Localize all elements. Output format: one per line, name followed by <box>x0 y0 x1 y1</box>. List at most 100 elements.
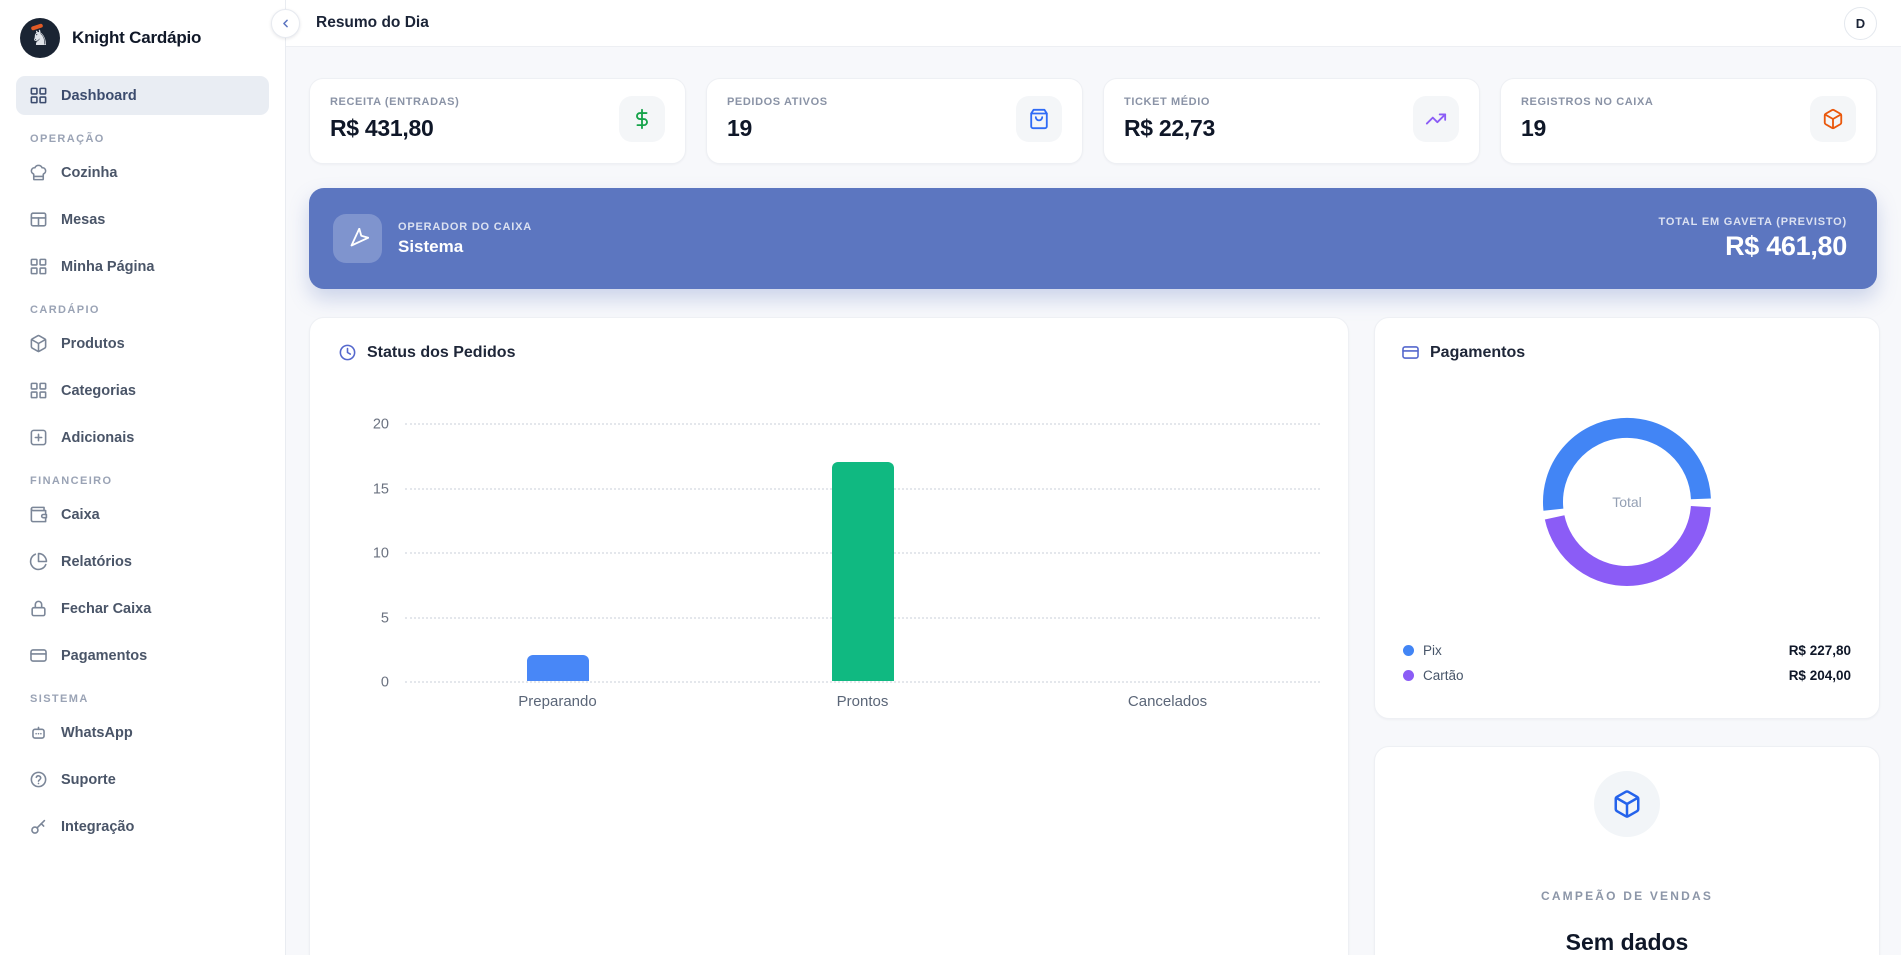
pie-chart-icon <box>29 552 48 571</box>
table-icon <box>29 210 48 229</box>
sidebar-item-minha-pagina[interactable]: Minha Página <box>16 247 269 286</box>
key-icon <box>29 817 48 836</box>
stat-card-ticket-medio: TICKET MÉDIO R$ 22,73 <box>1103 78 1480 164</box>
payments-title: Pagamentos <box>1430 343 1526 361</box>
orders-status-title: Status dos Pedidos <box>367 343 516 361</box>
y-tick-label: 5 <box>380 610 389 627</box>
donut-center-label: Total <box>1612 494 1642 510</box>
sidebar-item-suporte[interactable]: Suporte <box>16 760 269 799</box>
grid-icon <box>29 381 48 400</box>
sidebar-item-pagamentos[interactable]: Pagamentos <box>16 636 269 675</box>
topbar: Resumo do Dia D <box>271 0 1901 47</box>
x-axis-label-prontos: Prontos <box>836 693 889 710</box>
x-axis-label-cancelados: Cancelados <box>1127 693 1208 710</box>
stat-card-receita-entradas: RECEITA (ENTRADAS) R$ 431,80 <box>309 78 686 164</box>
stat-card-pedidos-ativos: PEDIDOS ATIVOS 19 <box>706 78 1083 164</box>
sidebar-item-label: Minha Página <box>61 258 155 275</box>
donut-segment-pix <box>1543 417 1711 511</box>
package-icon <box>1822 108 1844 130</box>
sidebar-item-label: Pagamentos <box>61 647 148 664</box>
sidebar-section-label-sistema: SISTEMA <box>30 693 89 705</box>
y-gridline: 0 <box>381 675 1320 691</box>
legend-dot-pix <box>1403 645 1414 656</box>
stat-label: TICKET MÉDIO <box>1124 96 1211 108</box>
y-gridline: 20 <box>373 417 1320 433</box>
sidebar-item-relatorios[interactable]: Relatórios <box>16 542 269 581</box>
chevron-left-icon <box>278 16 293 31</box>
banner-operator-block: OPERADOR DO CAIXA Sistema <box>333 214 532 263</box>
sidebar-item-produtos[interactable]: Produtos <box>16 324 269 363</box>
champion-empty-text: Sem dados <box>1565 929 1689 955</box>
stat-icon-chip <box>619 96 665 142</box>
stat-icon-chip <box>1810 96 1856 142</box>
stat-value: R$ 431,80 <box>330 115 434 141</box>
sidebar-item-caixa[interactable]: Caixa <box>16 495 269 534</box>
donut-segment-cartao <box>1544 505 1711 586</box>
stat-label: REGISTROS NO CAIXA <box>1521 96 1654 108</box>
legend-label: Pix <box>1423 643 1442 658</box>
legend-value: R$ 204,00 <box>1788 668 1851 683</box>
legend-dot-cartao <box>1403 670 1414 681</box>
sidebar-item-categorias[interactable]: Categorias <box>16 371 269 410</box>
payments-donut-chart: Total <box>1537 412 1717 592</box>
y-tick-label: 15 <box>372 481 389 498</box>
y-tick-label: 0 <box>380 674 389 691</box>
sidebar-item-label: Produtos <box>61 335 125 352</box>
cashier-banner: OPERADOR DO CAIXA Sistema TOTAL EM GAVET… <box>309 188 1877 289</box>
sidebar-item-cozinha[interactable]: Cozinha <box>16 153 269 192</box>
bar-prontos <box>831 461 894 681</box>
sidebar-collapse-button[interactable] <box>271 9 300 38</box>
sidebar-item-label: Caixa <box>61 506 100 523</box>
sidebar-sections: OPERAÇÃO Cozinha Mesas Minha Página CARDÁPIO… <box>16 133 269 846</box>
banner-total-block: TOTAL EM GAVETA (PREVISTO) R$ 461,80 <box>1658 215 1848 262</box>
legend-row-pix: Pix R$ 227,80 <box>1401 638 1853 663</box>
banner-operator-label: OPERADOR DO CAIXA <box>398 220 532 233</box>
sidebar-item-label: Fechar Caixa <box>61 600 152 617</box>
lock-icon <box>29 599 48 618</box>
credit-card-icon <box>29 646 48 665</box>
stat-icon-chip <box>1016 96 1062 142</box>
stat-value: 19 <box>727 115 752 141</box>
sidebar-nav: Dashboard OPERAÇÃO Cozinha Mesas Minha Pági… <box>16 76 269 846</box>
sidebar-item-adicionais[interactable]: Adicionais <box>16 418 269 457</box>
champion-icon-circle <box>1594 771 1660 837</box>
user-avatar[interactable]: D <box>1844 6 1877 40</box>
dollar-icon <box>631 108 653 130</box>
banner-total-label: TOTAL EM GAVETA (PREVISTO) <box>1658 215 1847 228</box>
stat-card-registros-no-caixa: REGISTROS NO CAIXA 19 <box>1500 78 1877 164</box>
orders-status-panel: Status dos Pedidos 0 5 10 15 20 Preparando Pro… <box>309 317 1349 955</box>
page-title: Resumo do Dia <box>316 14 429 31</box>
stat-text: TICKET MÉDIO R$ 22,73 <box>1124 96 1215 142</box>
sidebar-item-label: Categorias <box>61 382 136 399</box>
sidebar-item-label: Adicionais <box>61 429 135 446</box>
chef-hat-icon <box>29 163 48 182</box>
champion-label: CAMPEÃO DE VENDAS <box>1540 889 1714 903</box>
sidebar-item-mesas[interactable]: Mesas <box>16 200 269 239</box>
donut-svg <box>1543 417 1711 586</box>
y-tick-label: 20 <box>372 416 389 433</box>
clock-icon <box>338 343 357 362</box>
sidebar-item-label: Suporte <box>61 771 116 788</box>
orders-status-header: Status dos Pedidos <box>338 343 1320 362</box>
sidebar-item-integracao[interactable]: Integração <box>16 807 269 846</box>
package-icon <box>29 334 48 353</box>
sidebar-item-label: Relatórios <box>61 553 132 570</box>
stat-icon-chip <box>1413 96 1459 142</box>
sidebar-item-label: Dashboard <box>61 87 137 104</box>
stat-label: PEDIDOS ATIVOS <box>727 96 828 108</box>
sidebar-item-label: Cozinha <box>61 164 118 181</box>
panels-row: Status dos Pedidos 0 5 10 15 20 Preparando Pro… <box>309 317 1880 955</box>
sidebar-item-fechar-caixa[interactable]: Fechar Caixa <box>16 589 269 628</box>
stat-label: RECEITA (ENTRADAS) <box>330 96 460 108</box>
brand-name: Knight Cardápio <box>72 28 202 47</box>
stats-row: RECEITA (ENTRADAS) R$ 431,80 PEDIDOS ATIVO… <box>309 78 1877 164</box>
x-axis-label-preparando: Preparando <box>518 693 597 710</box>
sidebar-item-dashboard[interactable]: Dashboard <box>16 76 269 115</box>
content: RECEITA (ENTRADAS) R$ 431,80 PEDIDOS ATIVO… <box>286 47 1901 955</box>
banner-operator-name: Sistema <box>398 236 464 256</box>
sidebar-item-whatsapp[interactable]: WhatsApp <box>16 713 269 752</box>
shopping-bag-icon <box>1028 108 1050 130</box>
banner-icon-chip <box>333 214 382 263</box>
orders-bar-chart: 0 5 10 15 20 Preparando Prontos Cancelados <box>373 417 1320 710</box>
